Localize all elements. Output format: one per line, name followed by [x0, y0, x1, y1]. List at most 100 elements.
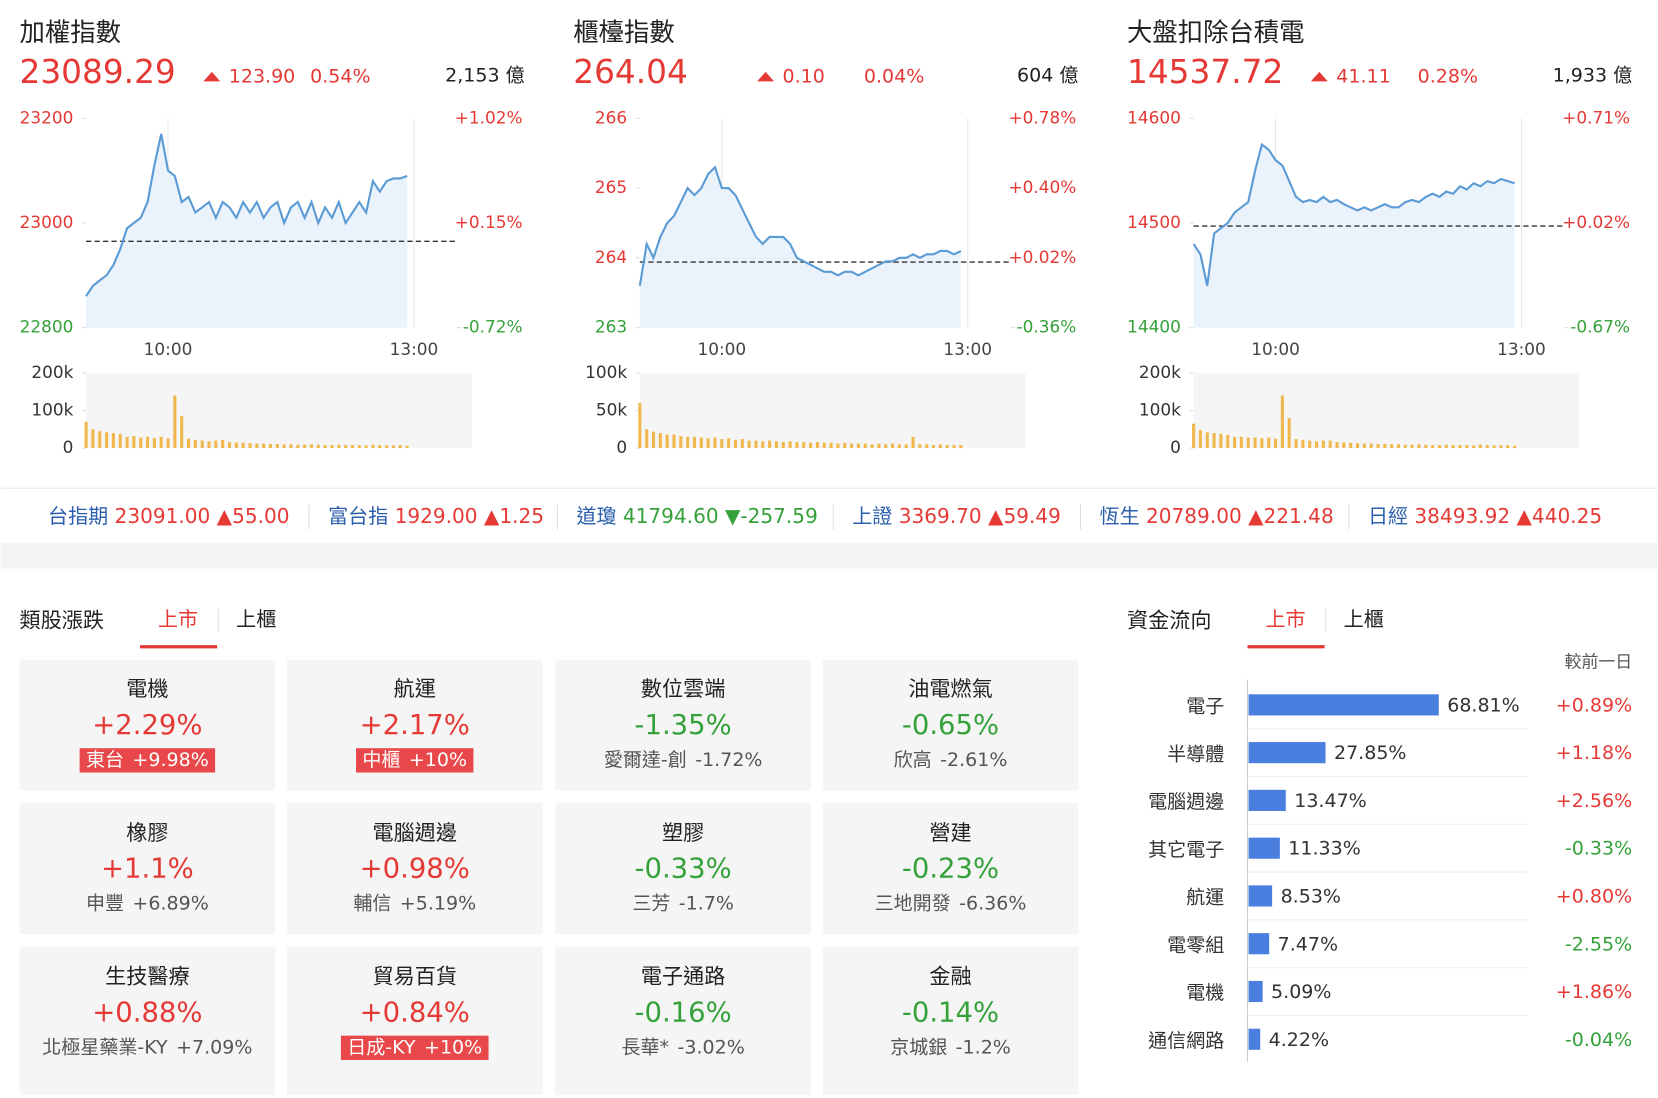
flow-value-label: 7.47% — [1278, 933, 1338, 955]
index-name: 加權指數 — [20, 17, 121, 47]
volume-bar — [774, 441, 778, 449]
top-stock-text: 中櫃 +10% — [362, 748, 467, 770]
stock-name: 欣高 — [894, 748, 932, 770]
volume-bar — [809, 442, 813, 449]
volume-bar — [658, 433, 662, 449]
volume-bar — [139, 437, 143, 449]
flow-change: +1.18% — [1556, 742, 1632, 764]
volume-bar — [1192, 423, 1196, 449]
volume-bar — [234, 442, 238, 449]
sector-card[interactable] — [822, 659, 1079, 791]
volume-bar — [262, 443, 266, 449]
volume-bar — [1362, 443, 1366, 449]
area — [1193, 144, 1515, 328]
flow-bar — [1248, 837, 1280, 859]
volume-bar — [679, 436, 683, 449]
sector-name: 貿易百貨 — [372, 964, 457, 989]
stock-change: +10% — [409, 748, 467, 770]
stock-change: -1.2% — [956, 1036, 1011, 1058]
sector-card[interactable] — [555, 659, 812, 791]
sector-card[interactable] — [822, 803, 1079, 935]
volume-bar — [1246, 437, 1250, 449]
y-tick-label: 23200 — [20, 107, 74, 127]
volume-bar — [221, 439, 225, 449]
y-tick-label: 265 — [595, 177, 627, 197]
stock-change: -1.7% — [679, 892, 734, 914]
volume-tick-label: 0 — [63, 437, 74, 457]
tab[interactable]: 上市 — [1265, 607, 1305, 631]
volume-bar — [1205, 432, 1209, 449]
ticker-item: 恆生 20789.00 ▲221.48 — [1100, 503, 1334, 527]
top-stock: 愛爾達-創 -1.72% — [604, 748, 763, 770]
tab[interactable]: 上市 — [158, 607, 198, 631]
ticker-item: 富台指 1929.00 ▲1.25 — [328, 503, 544, 527]
fund-flow-title: 資金流向 — [1127, 607, 1212, 632]
volume-bar — [1294, 439, 1298, 449]
top-stock: 京城銀 -1.2% — [890, 1036, 1011, 1058]
volume-bar — [1349, 442, 1353, 449]
volume-bar — [1376, 443, 1380, 449]
ticker-price: 38493.92 — [1414, 503, 1510, 527]
ticker-name: 道瓊 — [576, 503, 616, 527]
sector-change: -1.35% — [635, 710, 732, 741]
up-arrow — [1310, 71, 1328, 82]
x-tick-label: 13:00 — [390, 339, 439, 359]
volume-bar — [166, 438, 170, 449]
volume-bar — [1437, 445, 1442, 449]
ticker-change: ▲440.25 — [1517, 503, 1603, 527]
limit-up-badge — [340, 1035, 489, 1060]
stock-change: -2.61% — [940, 748, 1007, 770]
volume-bar — [638, 403, 642, 449]
sector-card[interactable] — [822, 946, 1079, 1095]
volume-bar — [180, 416, 184, 449]
volume-bar — [747, 440, 751, 449]
index-name: 大盤扣除台積電 — [1127, 17, 1305, 47]
volume-bar — [91, 429, 95, 449]
sector-card[interactable] — [286, 803, 543, 935]
sector-change: -0.23% — [902, 854, 999, 885]
volume-bar — [111, 433, 115, 449]
volume-bar — [1355, 443, 1360, 449]
flow-value-label: 11.33% — [1288, 838, 1361, 860]
index-name: 櫃檯指數 — [573, 17, 674, 47]
y-tick-label: 266 — [595, 107, 627, 127]
sector-change: +2.17% — [360, 710, 470, 741]
ticker-price: 23091.00 — [115, 503, 211, 527]
tab[interactable]: 上櫃 — [1344, 607, 1384, 631]
sector-card[interactable] — [555, 803, 812, 935]
ticker-name: 上證 — [852, 503, 892, 527]
volume-bar — [1198, 430, 1202, 449]
tab[interactable]: 上櫃 — [236, 607, 276, 631]
volume-bar — [945, 445, 949, 449]
volume-bar — [665, 434, 669, 449]
top-stock-text: 東台 +9.98% — [86, 748, 209, 770]
volume-bar — [1212, 433, 1216, 449]
sector-card[interactable] — [19, 803, 276, 935]
volume-bar — [303, 444, 307, 449]
volume-bar — [1513, 445, 1517, 449]
volume-bar — [330, 445, 334, 449]
stock-change: +7.09% — [176, 1036, 252, 1058]
top-stock: 申豐 +6.89% — [86, 892, 209, 914]
top-stock: 中櫃 +10% — [356, 748, 474, 773]
volume-bar — [1403, 444, 1407, 449]
volume-bar — [1369, 443, 1373, 449]
ticker-name: 恆生 — [1100, 503, 1140, 527]
stock-change: -6.36% — [959, 892, 1026, 914]
top-stock: 三地開發 -6.36% — [875, 892, 1027, 914]
sector-card[interactable] — [555, 946, 812, 1095]
sector-card[interactable] — [286, 946, 543, 1095]
volume-bar — [289, 444, 293, 449]
volume-bar — [713, 437, 717, 449]
stock-name: 三芳 — [632, 892, 670, 914]
volume-bar — [952, 445, 956, 449]
index-change: 123.90 — [229, 66, 296, 88]
volume-bar — [1472, 445, 1476, 449]
volume-bar — [1335, 442, 1339, 449]
volume-bar — [296, 444, 300, 449]
stock-change: +5.19% — [400, 892, 476, 914]
flow-bar — [1248, 1028, 1261, 1050]
sector-card[interactable] — [19, 946, 276, 1095]
stock-name: 長華* — [622, 1036, 670, 1058]
flow-category: 其它電子 — [1148, 839, 1224, 861]
